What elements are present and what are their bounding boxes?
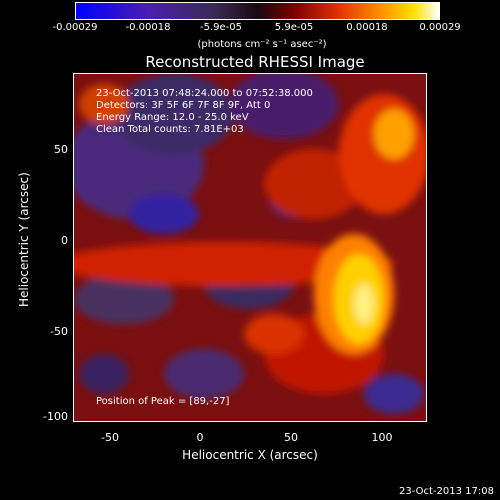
plot-title: Reconstructed RHESSI Image [145,53,365,71]
x-tick: -50 [101,431,119,444]
annotation-time: 23-Oct-2013 07:48:24.000 to 07:52:38.000 [96,88,313,99]
mid-band [264,149,364,219]
y-tick: 50 [54,143,68,156]
x-tick: 100 [371,431,393,444]
low-region [364,374,424,414]
low-region [114,74,234,154]
annotation-detectors: Detectors: 3F 5F 6F 7F 8F 9F, Att 0 [96,100,271,111]
image-map [74,74,426,421]
source-peak [354,284,374,324]
low-region [74,274,174,324]
footer-timestamp: 23-Oct-2013 17:08 [399,486,494,497]
low-region [164,349,244,399]
colorbar-tick: 0.00029 [419,22,461,33]
annotation-energy: Energy Range: 12.0 - 25.0 keV [96,112,249,123]
colorbar-units: (photons cm⁻² s⁻¹ asec⁻²) [197,39,327,50]
secondary-source [374,109,414,159]
colorbar-tick: -5.9e-05 [200,22,242,33]
colorbar-tick: -0.00018 [125,22,171,33]
annotation-clean: Clean Total counts: 7.81E+03 [96,124,244,135]
y-tick: -100 [43,410,68,423]
low-region [129,194,199,234]
colorbar-tick: 5.9e-05 [274,22,314,33]
mid-band [244,314,304,354]
mid-band [74,242,394,286]
y-axis-label: Heliocentric Y (arcsec) [17,172,31,307]
mid-band [79,84,129,124]
low-region [229,74,339,139]
rhessi-image: 23-Oct-2013 07:48:24.000 to 07:52:38.000… [73,73,427,422]
colorbar-tick: 0.00018 [346,22,388,33]
x-axis-label: Heliocentric X (arcsec) [182,448,318,462]
colorbar [75,2,440,20]
x-tick: 50 [284,431,298,444]
annotation-peak: Position of Peak = [89,-27] [96,396,230,407]
low-region [79,354,129,394]
colorbar-tick: -0.00029 [52,22,98,33]
y-tick: -50 [50,325,68,338]
x-tick: 0 [196,431,204,444]
y-tick: 0 [61,234,68,247]
